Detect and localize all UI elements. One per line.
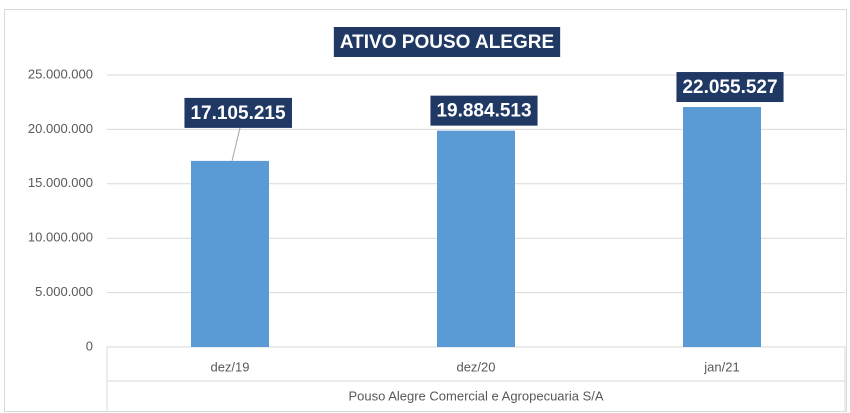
x-tick-label: dez/19 [210, 359, 249, 374]
data-label: 17.105.215 [190, 103, 286, 124]
x-tick-label: dez/20 [456, 359, 495, 374]
y-tick-label: 0 [86, 338, 93, 353]
y-tick-label: 25.000.000 [28, 66, 93, 81]
y-tick-label: 5.000.000 [35, 284, 93, 299]
leader-line [231, 127, 241, 162]
data-label-box [184, 97, 292, 128]
data-label: 19.884.513 [436, 101, 531, 122]
bar [437, 130, 515, 347]
data-label-box [676, 72, 784, 103]
bar [191, 160, 269, 347]
data-label-box [430, 95, 538, 126]
x-group-label: Pouso Alegre Comercial e Agropecuaria S/… [348, 388, 603, 403]
chart-title-box [333, 27, 561, 57]
chart-title: ATIVO POUSO ALEGRE [340, 32, 554, 53]
y-tick-label: 15.000.000 [28, 175, 93, 190]
x-tick-label: jan/21 [703, 359, 739, 374]
data-label: 22.055.527 [682, 77, 777, 98]
bar [683, 107, 761, 348]
y-tick-label: 20.000.000 [28, 121, 93, 136]
y-tick-label: 10.000.000 [28, 230, 93, 245]
